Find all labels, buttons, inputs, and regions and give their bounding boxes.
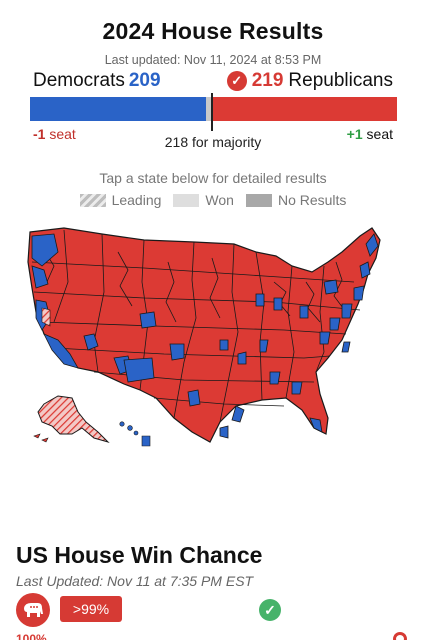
seat-bar-republicans (213, 97, 397, 121)
majority-label: 218 for majority (164, 134, 262, 150)
us-house-district-map[interactable] (24, 222, 404, 462)
last-updated: Last updated: Nov 11, 2024 at 8:53 PM (104, 53, 322, 67)
democrats-seat-count: 209 (128, 70, 161, 91)
republicans-change-value: +1 (346, 126, 363, 142)
seat-bar-democrats (30, 97, 206, 121)
republicans-seat-count: 219 (251, 70, 284, 91)
legend-won: Won (173, 192, 234, 208)
map-hawaii[interactable] (119, 421, 151, 447)
map-democratic-districts[interactable] (31, 233, 379, 439)
democrats-tally: Democrats 209 (33, 70, 161, 92)
republicans-label: Republicans (288, 70, 393, 91)
legend-leading: Leading (79, 192, 162, 208)
win-chance-title: US House Win Chance (16, 542, 263, 568)
majority-marker (211, 93, 213, 131)
map-legend: Leading Won No Results (0, 192, 426, 208)
page-title: 2024 House Results (102, 18, 324, 44)
democrats-seat-change: -1 seat (33, 126, 76, 142)
map-alaska[interactable] (37, 395, 110, 444)
legend-leading-label: Leading (111, 192, 162, 208)
slider-handle[interactable] (393, 632, 407, 640)
no-results-swatch (245, 193, 272, 207)
win-chance-peek-percent: 100% (16, 632, 47, 640)
map-instruction: Tap a state below for detailed results (99, 170, 327, 186)
leading-swatch (79, 193, 106, 207)
republican-win-chance-badge: >99% (60, 596, 122, 622)
won-swatch (173, 193, 200, 207)
green-check-icon: ✓ (259, 599, 281, 621)
legend-no-results: No Results (245, 192, 347, 208)
republicans-seat-change: +1 seat (347, 126, 393, 142)
democrats-change-value: -1 (33, 126, 46, 142)
democrats-change-unit: seat (49, 126, 76, 142)
legend-no-results-label: No Results (277, 192, 347, 208)
map-alaska-islands (33, 433, 49, 443)
map-leading-district-ca[interactable] (41, 307, 51, 327)
seat-bar-undecided (206, 97, 213, 121)
democrats-label: Democrats (33, 70, 125, 91)
legend-won-label: Won (205, 192, 234, 208)
elephant-icon (16, 593, 50, 627)
seat-bar (30, 97, 397, 121)
republicans-tally: ✓ 219 Republicans (226, 70, 393, 92)
win-chance-updated: Last Updated: Nov 11 at 7:35 PM EST (16, 573, 254, 589)
map-district-lines (31, 229, 361, 423)
winner-check-icon: ✓ (226, 71, 247, 91)
republicans-change-unit: seat (366, 126, 393, 142)
